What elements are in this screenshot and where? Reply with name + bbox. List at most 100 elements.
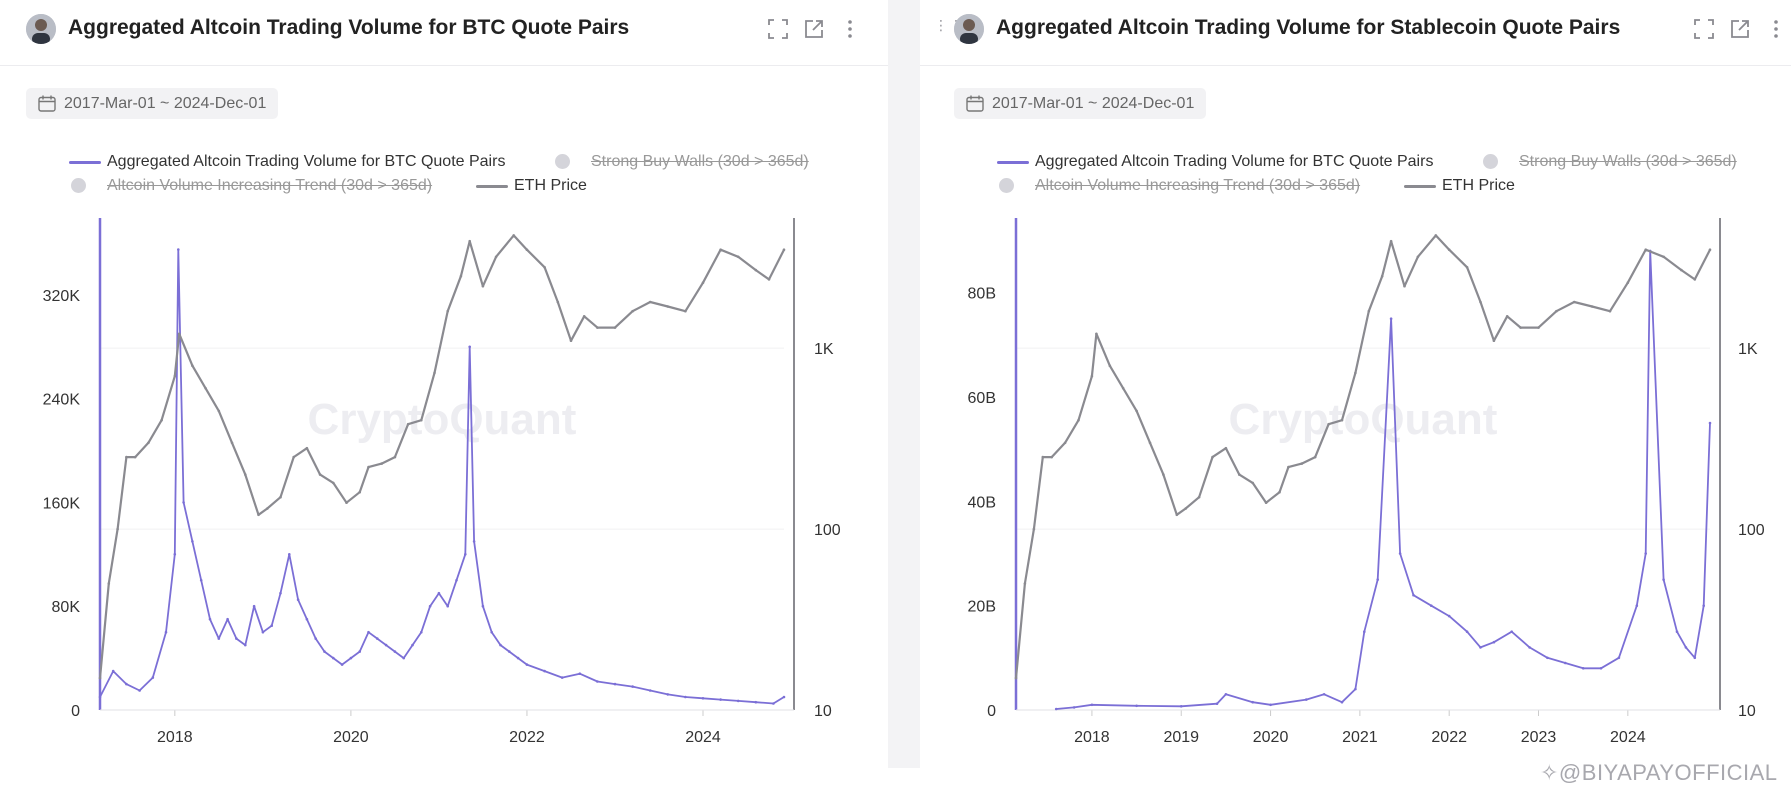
data-point-altcoin-volume	[1340, 700, 1344, 704]
data-point-altcoin-volume	[1135, 704, 1138, 708]
data-point-eth-price	[1287, 465, 1290, 469]
data-point-altcoin-volume	[1546, 656, 1549, 660]
series-line-eth-price[interactable]	[1014, 234, 1711, 679]
data-point-altcoin-volume	[1510, 630, 1513, 633]
data-point-eth-price	[1313, 455, 1317, 459]
data-point-eth-price	[782, 248, 786, 251]
data-point-eth-price	[468, 239, 472, 243]
data-point-eth-price	[107, 582, 111, 585]
data-point-altcoin-volume	[270, 624, 274, 627]
date-range-picker[interactable]: 2017-Mar-01 ~ 2024-Dec-01	[26, 88, 279, 119]
fullscreen-icon[interactable]	[766, 18, 790, 42]
data-point-eth-price	[292, 455, 296, 459]
data-point-altcoin-volume	[525, 663, 529, 666]
data-point-eth-price	[1211, 455, 1214, 459]
data-point-eth-price	[1367, 309, 1371, 313]
data-point-altcoin-volume	[1447, 614, 1451, 618]
data-point-eth-price	[173, 374, 177, 378]
data-point-altcoin-volume	[648, 689, 652, 692]
data-point-altcoin-volume	[199, 579, 203, 582]
data-point-altcoin-volume	[1251, 700, 1254, 704]
legend-label: Strong Buy Walls (30d > 365d)	[1519, 153, 1737, 170]
data-point-altcoin-volume	[98, 695, 102, 699]
data-point-eth-price	[666, 305, 670, 308]
data-point-altcoin-volume	[1224, 693, 1228, 696]
y-right-tick-label: 100	[814, 522, 841, 539]
data-point-altcoin-volume	[772, 702, 775, 705]
data-point-eth-price	[1278, 490, 1281, 494]
data-point-altcoin-volume	[314, 637, 318, 640]
data-point-eth-price	[1389, 239, 1393, 243]
legend-dot-icon	[1483, 154, 1498, 169]
data-point-eth-price	[459, 274, 463, 278]
data-point-altcoin-volume	[173, 553, 177, 556]
data-point-eth-price	[1708, 248, 1712, 251]
data-point-altcoin-volume	[125, 682, 128, 686]
data-point-altcoin-volume	[1376, 578, 1379, 581]
data-point-altcoin-volume	[1215, 702, 1219, 705]
drag-handle-icon[interactable]: ⋮⋮	[934, 17, 964, 33]
data-point-altcoin-volume	[508, 650, 511, 653]
external-link-icon[interactable]	[802, 18, 826, 42]
data-point-eth-price	[1434, 234, 1438, 237]
series-line-altcoin-volume[interactable]	[1056, 250, 1711, 710]
y-right-tick-label: 100	[1738, 522, 1765, 539]
date-range-text: 2017-Mar-01 ~ 2024-Dec-01	[64, 95, 267, 112]
data-point-altcoin-volume	[446, 604, 450, 608]
data-point-altcoin-volume	[1305, 698, 1308, 701]
data-point-eth-price	[266, 507, 269, 510]
chart-plot-btc[interactable]: CryptoQuant 0 80K 160K 240K 320K 10 100 1K 2018 20…	[0, 210, 888, 760]
data-point-eth-price	[684, 309, 687, 313]
data-point-eth-price	[1148, 441, 1152, 445]
data-point-eth-price	[1403, 284, 1406, 288]
data-point-eth-price	[147, 441, 150, 445]
data-point-eth-price	[1380, 274, 1384, 278]
avatar[interactable]	[954, 14, 984, 44]
data-point-eth-price	[1175, 513, 1179, 517]
data-point-altcoin-volume	[1644, 552, 1647, 555]
data-point-eth-price	[1041, 455, 1045, 459]
data-point-altcoin-volume	[367, 630, 370, 634]
data-point-eth-price	[177, 332, 181, 336]
data-point-eth-price	[1479, 300, 1482, 304]
data-point-eth-price	[1238, 473, 1241, 476]
data-point-eth-price	[393, 455, 397, 459]
data-point-altcoin-volume	[1662, 578, 1665, 581]
legend-label: Altcoin Volume Increasing Trend (30d > 3…	[107, 177, 433, 194]
x-tick-label: 2024	[685, 729, 721, 746]
fullscreen-icon[interactable]	[1692, 18, 1716, 42]
legend-label: ETH Price	[1442, 177, 1515, 194]
y-left-tick-label: 20B	[968, 599, 996, 616]
avatar[interactable]	[26, 14, 56, 44]
data-point-altcoin-volume	[332, 656, 335, 660]
data-point-eth-price	[1327, 422, 1330, 426]
legend-dot-icon	[71, 178, 86, 193]
data-point-eth-price	[525, 248, 529, 251]
credit-watermark: ✧@BIYAPAYOFFICIAL	[1540, 760, 1778, 785]
data-point-altcoin-volume	[288, 553, 291, 556]
data-point-eth-price	[367, 465, 370, 469]
series-line-eth-price[interactable]	[98, 234, 785, 679]
external-link-icon[interactable]	[1728, 18, 1752, 42]
legend-line-icon	[1404, 185, 1436, 188]
more-options-icon[interactable]	[1764, 18, 1788, 42]
y-right-tick-label: 10	[814, 703, 832, 720]
x-tick-label: 2020	[333, 729, 369, 746]
data-point-eth-price	[596, 326, 599, 329]
data-point-altcoin-volume	[782, 695, 786, 699]
series-line-altcoin-volume[interactable]	[99, 248, 785, 705]
data-point-altcoin-volume	[437, 591, 441, 595]
data-point-eth-price	[98, 676, 102, 680]
data-point-altcoin-volume	[631, 685, 634, 688]
data-point-eth-price	[1050, 455, 1053, 459]
more-options-icon[interactable]	[838, 18, 862, 42]
data-point-eth-price	[1135, 409, 1138, 413]
data-point-altcoin-volume	[543, 669, 546, 673]
chart-plot-stablecoin[interactable]: CryptoQuant 0 20B 40B 60B 80B 10 100 1K 2018 2019 2…	[920, 210, 1791, 760]
data-point-altcoin-volume	[1389, 317, 1393, 320]
date-range-picker[interactable]: 2017-Mar-01 ~ 2024-Dec-01	[954, 88, 1207, 119]
data-point-eth-price	[1077, 418, 1080, 422]
x-tick-label: 2024	[1610, 729, 1646, 746]
data-point-altcoin-volume	[490, 630, 494, 634]
page-title: Aggregated Altcoin Trading Volume for BT…	[68, 16, 630, 39]
